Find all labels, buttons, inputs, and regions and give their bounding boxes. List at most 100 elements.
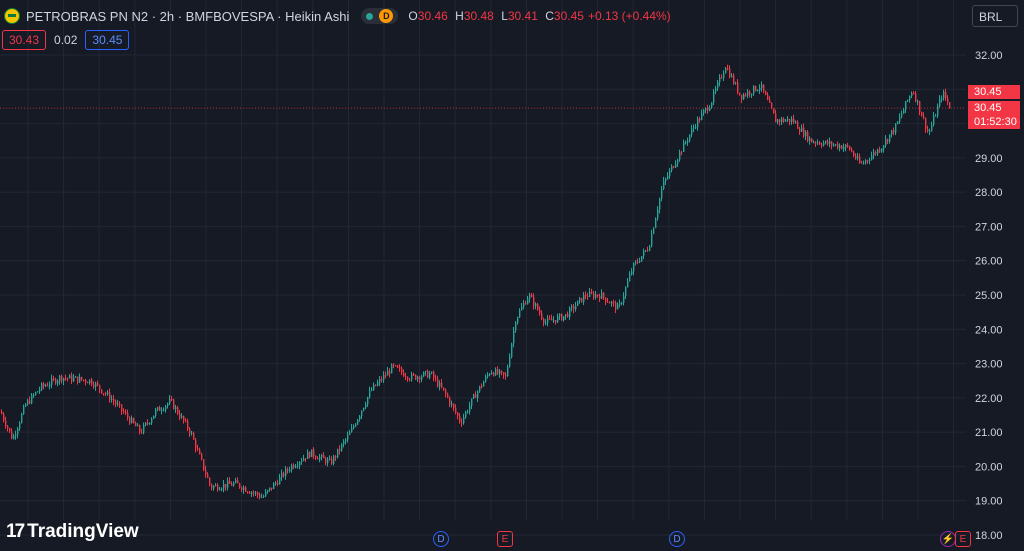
candle-body <box>485 376 487 382</box>
split-event-lightning-icon[interactable]: ⚡ <box>940 531 956 547</box>
candle-body <box>739 92 741 95</box>
candle-body <box>333 456 335 464</box>
candle-body <box>777 119 779 123</box>
candle-body <box>159 407 161 411</box>
candle-body <box>689 134 691 141</box>
candle-body <box>713 91 715 103</box>
candle-body <box>645 250 647 252</box>
candle-body <box>923 116 925 118</box>
candle-body <box>69 375 71 379</box>
candle-body <box>765 91 767 95</box>
candle-body <box>577 300 579 306</box>
candle-body <box>103 393 105 395</box>
ask-price[interactable]: 30.45 <box>85 30 130 50</box>
bid-price[interactable]: 30.43 <box>2 30 47 50</box>
candle-body <box>101 389 103 394</box>
candle-body <box>27 400 29 405</box>
candle-body <box>677 159 679 164</box>
candle-body <box>807 131 809 142</box>
candle-body <box>235 480 237 483</box>
candle-body <box>139 425 141 432</box>
earnings-event-1[interactable]: E <box>497 531 513 547</box>
candle-body <box>173 399 175 410</box>
candle-body <box>813 142 815 144</box>
candle-body <box>887 139 889 142</box>
candle-body <box>683 142 685 152</box>
candle-body <box>655 218 657 228</box>
candle-body <box>417 376 419 380</box>
candle-body <box>563 316 565 321</box>
candle-body <box>257 492 259 496</box>
candle-body <box>201 454 203 460</box>
dividend-event-2[interactable]: D <box>669 531 685 547</box>
candle-body <box>771 102 773 109</box>
candle-body <box>165 405 167 410</box>
candle-body <box>359 416 361 420</box>
candle-body <box>421 376 423 380</box>
candle-body <box>43 383 45 387</box>
candle-body <box>231 483 233 486</box>
candle-body <box>463 417 465 424</box>
candle-body <box>607 301 609 303</box>
candle-body <box>507 366 509 376</box>
candle-body <box>423 372 425 377</box>
candle-body <box>275 482 277 484</box>
candle-body <box>483 381 485 387</box>
candle-body <box>717 82 719 89</box>
candle-body <box>249 492 251 494</box>
candle-body <box>161 410 163 412</box>
candle-body <box>705 108 707 111</box>
candle-body <box>203 459 205 470</box>
candle-body <box>857 156 859 159</box>
candle-body <box>347 434 349 440</box>
candle-body <box>877 149 879 154</box>
earnings-event-2[interactable]: E <box>955 531 971 547</box>
candle-body <box>477 391 479 399</box>
market-status[interactable]: D <box>361 8 399 24</box>
candle-body <box>855 155 857 159</box>
candle-body <box>3 413 5 421</box>
bar-countdown: 01:52:30 <box>968 115 1020 129</box>
candle-body <box>915 93 917 102</box>
candle-body <box>223 483 225 489</box>
candle-body <box>747 91 749 96</box>
candle-body <box>211 484 213 489</box>
candle-body <box>579 297 581 301</box>
candle-body <box>393 364 395 366</box>
candle-body <box>937 105 939 116</box>
symbol-title[interactable]: PETROBRAS PN N2 · 2h · BMFBOVESPA · Heik… <box>26 8 350 24</box>
candle-body <box>389 370 391 374</box>
candle-body <box>831 141 833 146</box>
candle-body <box>805 131 807 137</box>
y-tick-label: 20.00 <box>975 461 1003 473</box>
candle-body <box>363 407 365 411</box>
dividend-event-1[interactable]: D <box>433 531 449 547</box>
candle-body <box>221 488 223 490</box>
candle-body <box>487 374 489 377</box>
candle-body <box>901 113 903 117</box>
candle-body <box>233 482 235 486</box>
candle-body <box>757 90 759 92</box>
candle-body <box>619 303 621 305</box>
candle-body <box>721 77 723 79</box>
candle-body <box>837 144 839 149</box>
candle-body <box>313 449 315 457</box>
candle-body <box>943 91 945 99</box>
candle-body <box>91 379 93 385</box>
tradingview-logo[interactable]: 17 TradingView <box>6 521 139 543</box>
candle-body <box>553 319 555 321</box>
candle-body <box>185 420 187 422</box>
y-tick-label: 21.00 <box>975 427 1003 439</box>
candle-body <box>213 486 215 489</box>
candle-body <box>9 428 11 431</box>
candle-body <box>459 415 461 422</box>
candle-body <box>191 433 193 435</box>
petrobras-logo-icon[interactable] <box>4 8 20 24</box>
candle-body <box>177 407 179 414</box>
candle-body <box>237 480 239 484</box>
candle-body <box>679 151 681 160</box>
candle-body <box>111 399 113 401</box>
currency-selector[interactable]: BRL <box>972 5 1018 27</box>
candle-body <box>843 147 845 149</box>
